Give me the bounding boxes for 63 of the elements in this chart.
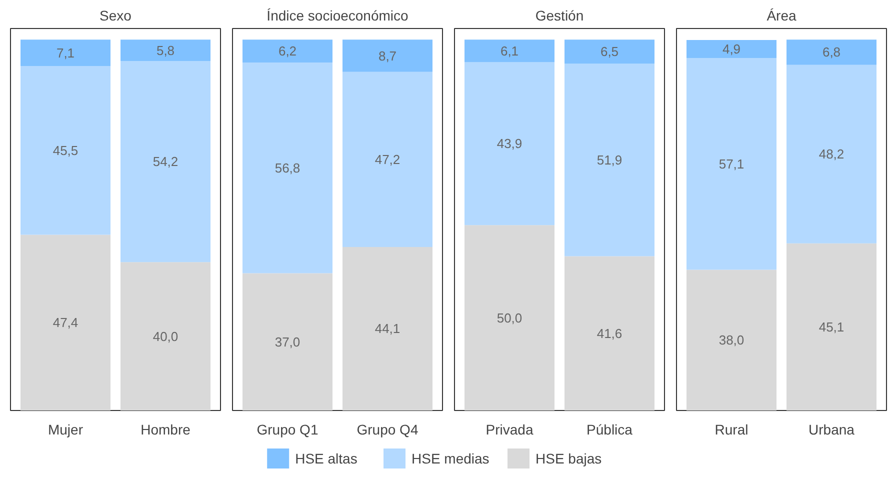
data-label: 6,5 (600, 44, 619, 60)
bar (342, 72, 432, 247)
x-tick-label: Grupo Q1 (256, 422, 318, 438)
bar (564, 256, 654, 410)
bar (242, 40, 332, 63)
bar (242, 273, 332, 410)
bar (120, 61, 210, 262)
bar (20, 66, 110, 235)
data-label: 44,1 (374, 321, 400, 336)
bar (464, 225, 554, 410)
data-label: 57,1 (718, 156, 744, 172)
x-tick-label: Rural (714, 422, 748, 438)
data-label: 41,6 (596, 326, 622, 341)
chart-title: Gestión (535, 8, 584, 24)
bar (564, 64, 654, 256)
bar (120, 40, 210, 62)
bar (786, 40, 876, 65)
bar (686, 58, 776, 270)
chart-title: Sexo (100, 8, 132, 24)
data-label: 6,1 (500, 43, 519, 58)
data-label: 37,0 (274, 334, 300, 350)
data-label: 56,8 (274, 160, 300, 176)
data-label: 6,8 (822, 44, 841, 60)
bar (242, 62, 332, 274)
data-label: 51,9 (596, 152, 622, 168)
data-label: 48,2 (818, 146, 844, 162)
bar (786, 64, 876, 244)
data-label: 45,5 (52, 142, 78, 158)
x-tick-label: Grupo Q4 (356, 422, 418, 438)
data-label: 43,9 (496, 136, 522, 152)
data-label: 8,7 (378, 48, 397, 64)
data-label: 47,4 (52, 315, 78, 330)
data-label: 6,2 (278, 44, 297, 59)
bar (120, 262, 210, 410)
data-label: 5,8 (156, 42, 175, 58)
data-label: 54,2 (152, 154, 178, 170)
x-tick-label: Urbana (808, 422, 855, 438)
bar (564, 40, 654, 64)
bar (342, 246, 432, 410)
data-label: 50,0 (496, 310, 522, 326)
bar (20, 234, 110, 410)
data-label: 47,2 (374, 152, 400, 167)
data-label: 40,0 (152, 328, 178, 344)
chart-title: Área (766, 8, 796, 24)
data-label: 45,1 (818, 319, 844, 334)
data-label: 38,0 (718, 332, 744, 348)
bar (464, 40, 554, 62)
data-label: 4,9 (722, 42, 741, 57)
data-label: 7,1 (56, 45, 75, 60)
chart-title: Índice socioeconómico (266, 8, 409, 24)
bar (342, 40, 432, 72)
x-tick-label: Pública (586, 422, 633, 438)
legend-label: HSE medias (412, 450, 490, 466)
x-tick-label: Privada (486, 422, 534, 438)
x-tick-label: Mujer (48, 422, 84, 438)
bar (20, 40, 110, 66)
bar (686, 270, 776, 410)
legend-label: HSE altas (295, 450, 358, 466)
x-tick-label: Hombre (140, 422, 191, 438)
legend-label: HSE bajas (536, 450, 602, 466)
bar (786, 243, 876, 410)
bar (686, 40, 776, 58)
bar (464, 62, 554, 226)
